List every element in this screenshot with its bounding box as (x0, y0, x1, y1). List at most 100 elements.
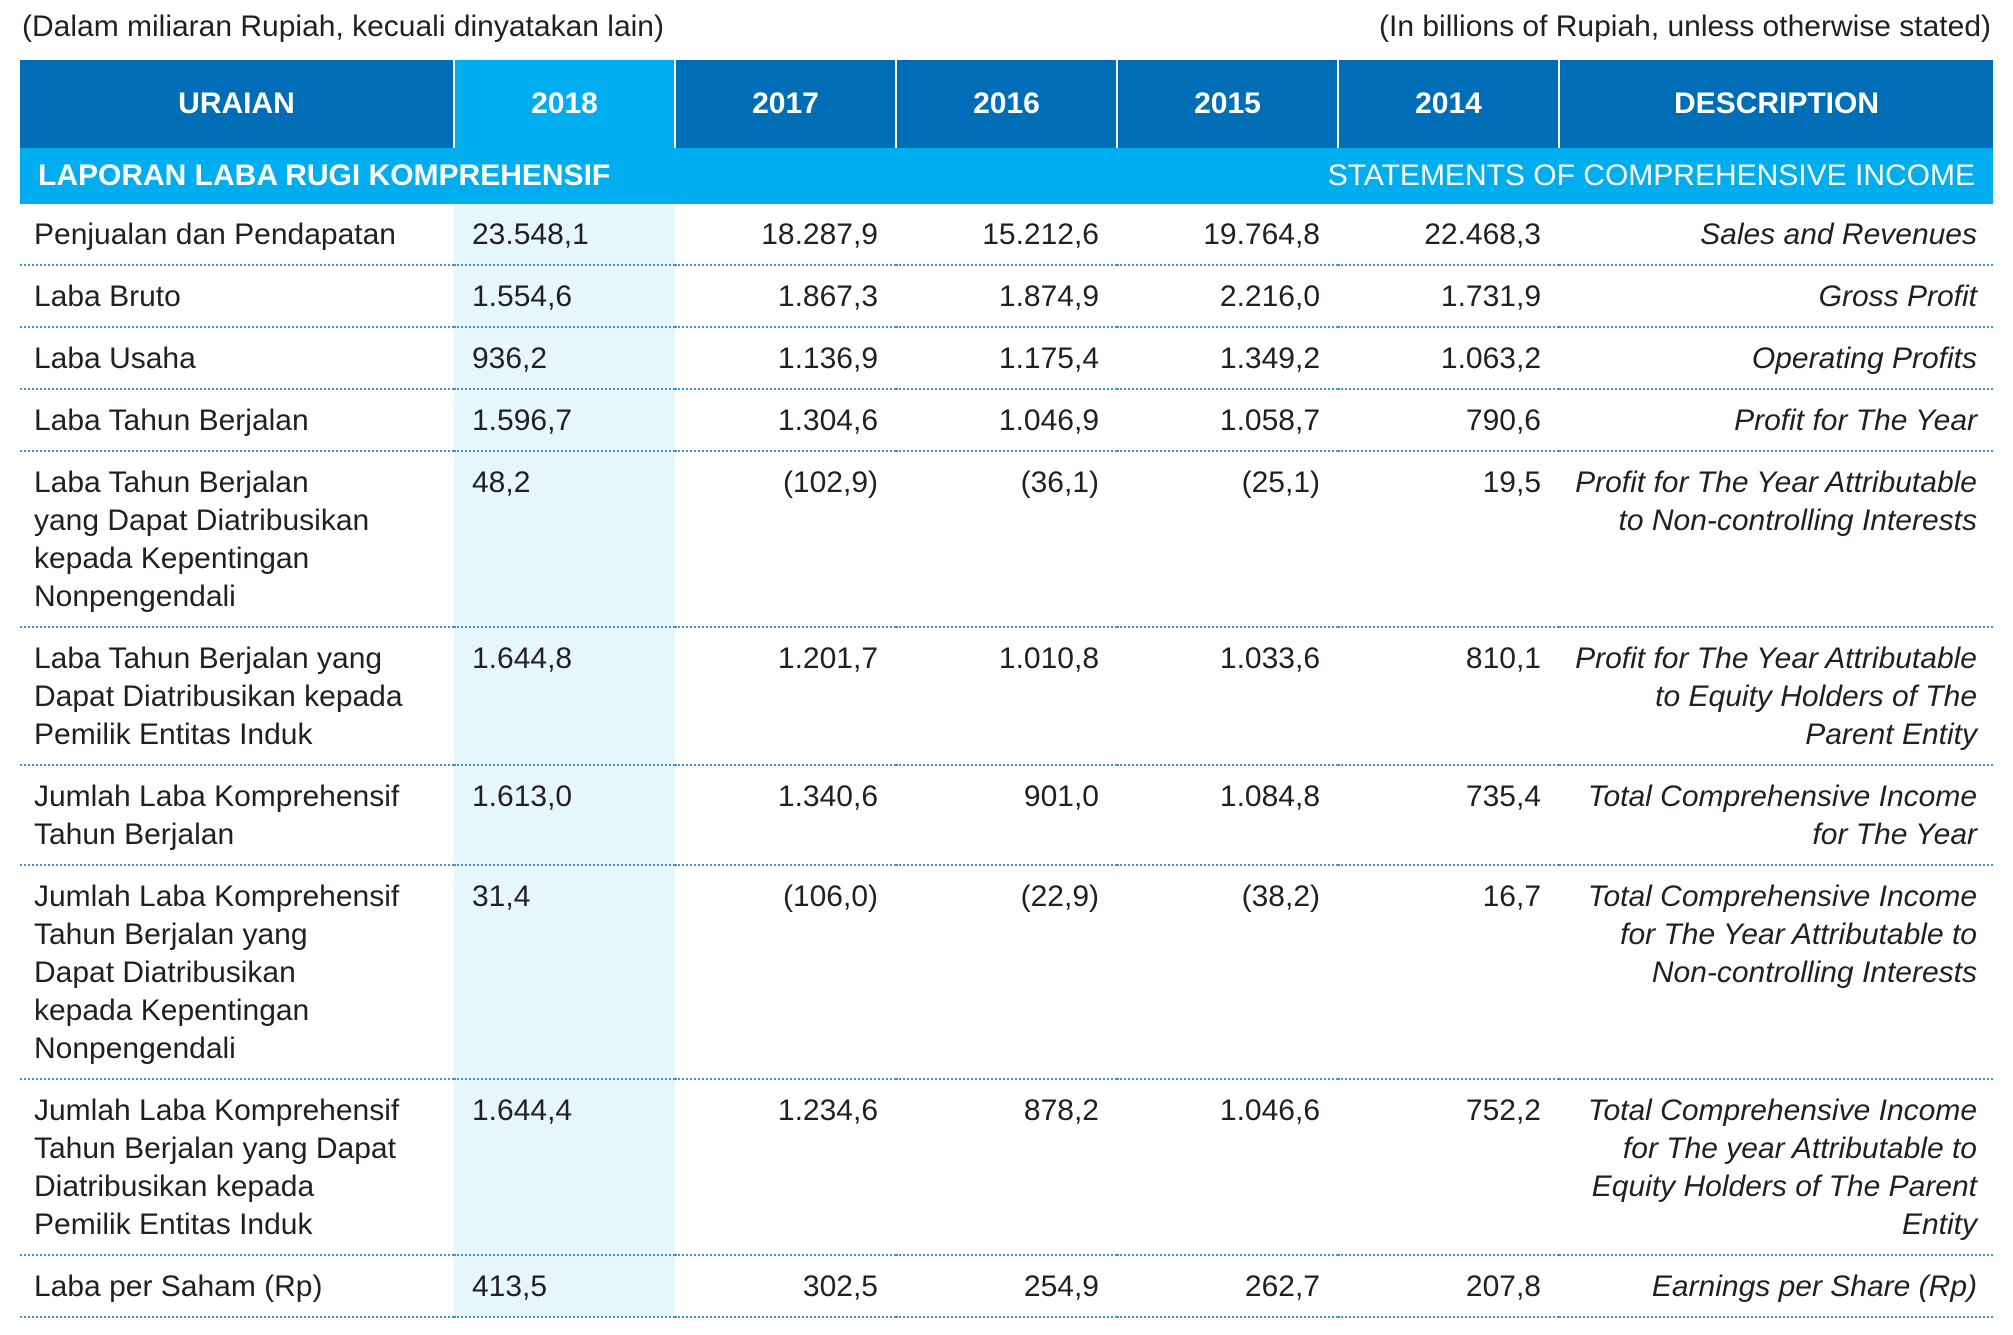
row-description-line: Earnings per Share (Rp) (1651, 1270, 1977, 1303)
row-description-line: to Non-controlling Interests (1618, 504, 1977, 537)
row-label-line: yang Dapat Diatribusikan (34, 504, 370, 537)
value-2016: 1.010,8 (896, 627, 1117, 766)
value-2015: 262,7 (1117, 1255, 1338, 1318)
row-description: Total Comprehensive Income for The Year A… (1559, 865, 1993, 1080)
value-2018: 48,2 (454, 451, 675, 628)
value-2015: 1.349,2 (1117, 327, 1338, 390)
row-description-line: Total Comprehensive Income (1587, 780, 1977, 813)
row-description-line: Non-controlling Interests (1651, 956, 1977, 989)
row-description-line: Operating Profits (1751, 342, 1977, 375)
value-2014: 790,6 (1338, 389, 1559, 452)
row-label-line: kepada Kepentingan (34, 542, 310, 575)
table-row: Laba Bruto 1.554,6 1.867,3 1.874,9 2.216,0 1.… (20, 265, 1993, 328)
value-2017: 1.340,6 (675, 765, 896, 866)
row-description: Earnings per Share (Rp) (1559, 1255, 1993, 1318)
table-row: Jumlah Laba Komprehensif Tahun Berjalan y… (20, 865, 1993, 1080)
value-2016: 254,9 (896, 1255, 1117, 1318)
value-2014: 752,2 (1338, 1079, 1559, 1256)
table-row: Jumlah Laba Komprehensif Tahun Berjalan y… (20, 1079, 1993, 1256)
value-2018: 1.554,6 (454, 265, 675, 328)
header-year-2016: 2016 (895, 60, 1117, 148)
table-row: Laba Tahun Berjalan 1.596,7 1.304,6 1.046,9… (20, 389, 1993, 452)
value-2014: 735,4 (1338, 765, 1559, 866)
table-header: URAIAN 2018 2017 2016 2015 2014 DESCRIPT… (20, 60, 1993, 148)
row-description-line: Profit for The Year (1734, 404, 1977, 437)
value-2014: 810,1 (1338, 627, 1559, 766)
value-2016: 1.175,4 (896, 327, 1117, 390)
row-description: Gross Profit (1559, 265, 1993, 328)
value-2016: 901,0 (896, 765, 1117, 866)
row-description-line: Gross Profit (1818, 280, 1977, 313)
row-description: Profit for The Year Attributable to Equit… (1559, 627, 1993, 766)
row-description-line: to Equity Holders of The (1655, 680, 1977, 713)
row-label-line: Diatribusikan kepada (34, 1170, 315, 1203)
header-description: DESCRIPTION (1558, 60, 1993, 148)
row-description: Profit for The Year Attributable to Non-c… (1559, 451, 1993, 628)
section-header: LAPORAN LABA RUGI KOMPREHENSIF STATEMENT… (20, 148, 1993, 204)
value-2015: 2.216,0 (1117, 265, 1338, 328)
row-label: Laba Usaha (20, 327, 454, 390)
row-description: Sales and Revenues (1559, 204, 1993, 266)
row-label-line: Laba Tahun Berjalan yang (34, 642, 383, 675)
row-label: Laba Tahun Berjalan yang Dapat Diatribusi… (20, 451, 454, 628)
value-2015: 1.084,8 (1117, 765, 1338, 866)
row-label-line: Pemilik Entitas Induk (34, 718, 313, 751)
row-description-line: Equity Holders of The Parent (1591, 1170, 1977, 1203)
row-description-line: Parent Entity (1805, 718, 1977, 751)
value-2016: 1.046,9 (896, 389, 1117, 452)
row-label: Jumlah Laba Komprehensif Tahun Berjalan y… (20, 865, 454, 1080)
row-description-line: Profit for The Year Attributable (1575, 466, 1977, 499)
value-2018: 31,4 (454, 865, 675, 1080)
row-label: Laba Tahun Berjalan (20, 389, 454, 452)
row-label-line: Dapat Diatribusikan kepada (34, 680, 403, 713)
header-uraian: URAIAN (20, 60, 454, 148)
header-year-2017: 2017 (674, 60, 896, 148)
value-2015: 1.058,7 (1117, 389, 1338, 452)
value-2018: 936,2 (454, 327, 675, 390)
value-2014: 207,8 (1338, 1255, 1559, 1318)
row-label: Jumlah Laba Komprehensif Tahun Berjalan (20, 765, 454, 866)
value-2018: 1.644,8 (454, 627, 675, 766)
row-label: Laba Bruto (20, 265, 454, 328)
row-label-line: Laba Tahun Berjalan (34, 466, 309, 499)
row-label: Laba per Saham (Rp) (20, 1255, 454, 1318)
header-row: URAIAN 2018 2017 2016 2015 2014 DESCRIPT… (20, 60, 1993, 148)
row-label-line: Jumlah Laba Komprehensif (34, 1094, 400, 1127)
value-2017: (102,9) (675, 451, 896, 628)
row-description-line: for The Year Attributable to (1620, 918, 1977, 951)
row-label: Laba Tahun Berjalan yang Dapat Diatribusi… (20, 627, 454, 766)
value-2017: 1.136,9 (675, 327, 896, 390)
value-2014: 16,7 (1338, 865, 1559, 1080)
row-description-line: Total Comprehensive Income (1587, 1094, 1977, 1127)
row-label: Penjualan dan Pendapatan (20, 204, 454, 266)
row-label-line: Nonpengendali (34, 1032, 236, 1065)
table-body: Penjualan dan Pendapatan 23.548,1 18.287,9… (20, 204, 1993, 1318)
row-label-line: Jumlah Laba Komprehensif (34, 780, 400, 813)
value-2018: 413,5 (454, 1255, 675, 1318)
comprehensive-income-table: URAIAN 2018 2017 2016 2015 2014 DESCRIPT… (20, 60, 1993, 1318)
row-label-line: Tahun Berjalan (34, 818, 235, 851)
value-2018: 23.548,1 (454, 204, 675, 266)
value-2017: (106,0) (675, 865, 896, 1080)
row-label-line: Pemilik Entitas Induk (34, 1208, 313, 1241)
row-description-line: Sales and Revenues (1700, 218, 1977, 251)
value-2017: 1.867,3 (675, 265, 896, 328)
value-2016: 878,2 (896, 1079, 1117, 1256)
header-year-2014: 2014 (1337, 60, 1559, 148)
value-2017: 1.304,6 (675, 389, 896, 452)
value-2014: 22.468,3 (1338, 204, 1559, 266)
row-label-line: Dapat Diatribusikan (34, 956, 296, 989)
value-2017: 1.201,7 (675, 627, 896, 766)
value-2017: 18.287,9 (675, 204, 896, 266)
row-label-line: Laba Tahun Berjalan (34, 404, 309, 437)
row-description: Total Comprehensive Income for The year A… (1559, 1079, 1993, 1256)
table-row: Penjualan dan Pendapatan 23.548,1 18.287,9… (20, 204, 1993, 266)
row-description-line: for The Year (1812, 818, 1977, 851)
value-2014: 1.063,2 (1338, 327, 1559, 390)
row-label-line: Tahun Berjalan yang Dapat (34, 1132, 396, 1165)
row-description: Operating Profits (1559, 327, 1993, 390)
section-title-indonesian: LAPORAN LABA RUGI KOMPREHENSIF (20, 148, 1117, 204)
table-row: Laba per Saham (Rp) 413,5 302,5 254,9 262,7 2… (20, 1255, 1993, 1318)
row-description-line: Total Comprehensive Income (1587, 880, 1977, 913)
